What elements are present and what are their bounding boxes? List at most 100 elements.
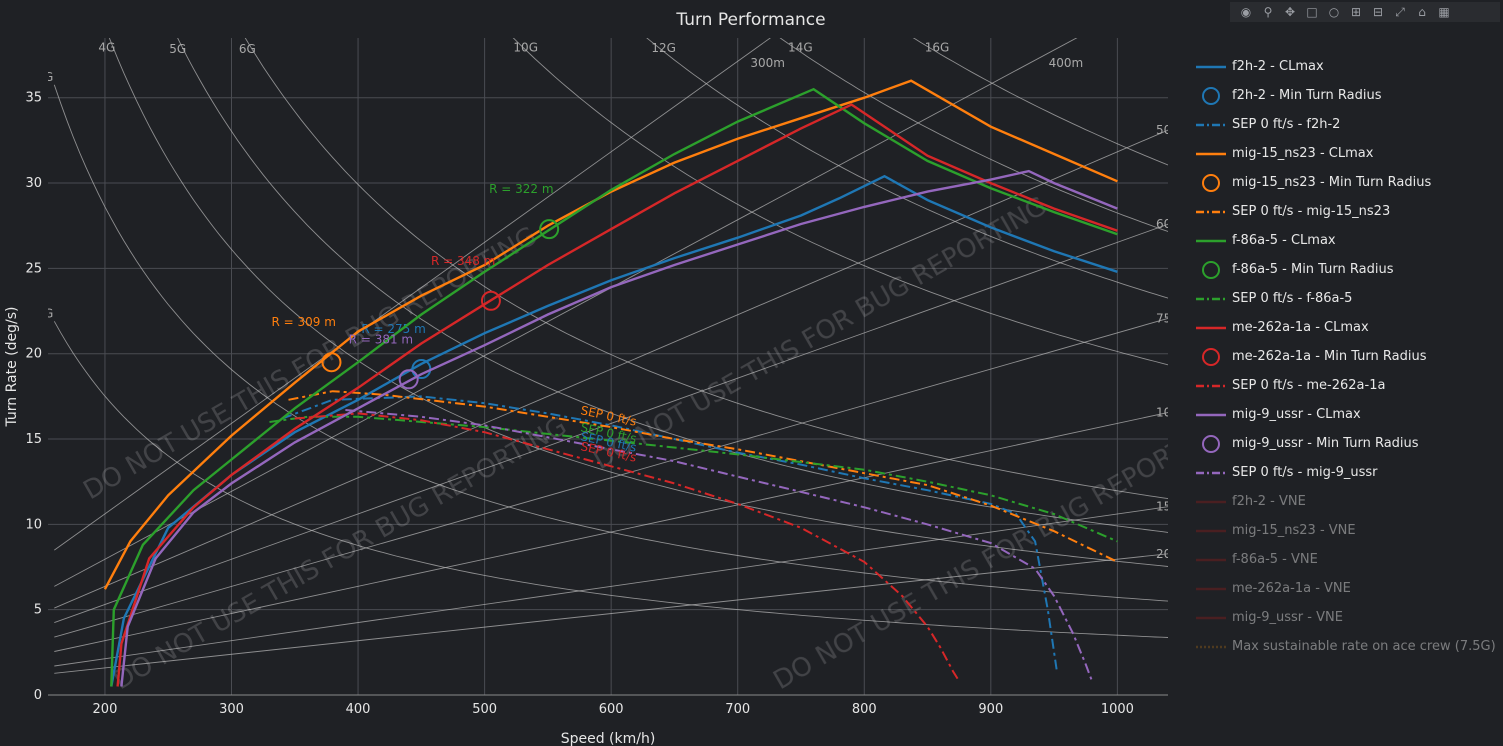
legend-item[interactable]: mig-9_ussr - VNE bbox=[1196, 603, 1496, 632]
legend-item[interactable]: f2h-2 - CLmax bbox=[1196, 52, 1496, 81]
legend-marker bbox=[1202, 434, 1220, 453]
legend-item[interactable]: f2h-2 - Min Turn Radius bbox=[1196, 81, 1496, 110]
legend-label: mig-15_ns23 - Min Turn Radius bbox=[1232, 175, 1432, 190]
clmax-line bbox=[120, 169, 1118, 687]
y-tick-label: 10 bbox=[25, 517, 42, 532]
legend-item[interactable]: f-86a-5 - Min Turn Radius bbox=[1196, 255, 1496, 284]
legend-item[interactable]: mig-15_ns23 - CLmax bbox=[1196, 139, 1496, 168]
legend-label: f-86a-5 - VNE bbox=[1232, 552, 1318, 567]
modebar: ◉ ⚲ ✥ □ ○ ⊞ ⊟ ⤢ ⌂ ▦ bbox=[1230, 2, 1500, 22]
watermark: DO NOT USE THIS FOR BUG REPORTING bbox=[589, 191, 1053, 476]
min-turn-radius-marker bbox=[480, 290, 501, 311]
legend-item[interactable]: mig-9_ussr - CLmax bbox=[1196, 400, 1496, 429]
legend-label: mig-9_ussr - CLmax bbox=[1232, 407, 1361, 422]
box-select-icon[interactable]: □ bbox=[1306, 5, 1318, 19]
zoom-out-icon[interactable]: ⊟ bbox=[1372, 5, 1384, 19]
y-tick-label: 5 bbox=[34, 603, 42, 618]
legend-symbol bbox=[1202, 173, 1220, 192]
legend-symbol bbox=[1196, 500, 1226, 503]
radius-label: 300m bbox=[750, 56, 785, 70]
g-load-line bbox=[177, 38, 1168, 533]
reset-axes-icon[interactable]: ⌂ bbox=[1418, 5, 1426, 19]
g-load-line bbox=[244, 38, 1168, 500]
x-tick-label: 800 bbox=[852, 702, 877, 717]
legend-label: mig-15_ns23 - CLmax bbox=[1232, 146, 1374, 161]
legend-symbol bbox=[1196, 152, 1226, 155]
legend-item[interactable]: Max sustainable rate on ace crew (7.5G) bbox=[1196, 632, 1496, 661]
y-axis-title: Turn Rate (deg/s) bbox=[4, 306, 20, 427]
camera-icon[interactable]: ◉ bbox=[1240, 5, 1252, 19]
y-tick-label: 15 bbox=[25, 432, 42, 447]
autoscale-icon[interactable]: ⤢ bbox=[1395, 5, 1405, 19]
legend-symbol bbox=[1196, 239, 1226, 242]
x-tick-label: 500 bbox=[472, 702, 497, 717]
radius-label: 1000m bbox=[1156, 406, 1198, 420]
legend-item[interactable]: SEP 0 ft/s - me-262a-1a bbox=[1196, 371, 1496, 400]
reference-lines: 2G 3G 4G 5G 6G 10G 12G 14G 16G 300m 400m 500m 600m 75… bbox=[36, 38, 1198, 674]
legend-symbol bbox=[1196, 587, 1226, 590]
x-tick-label: 1000 bbox=[1101, 702, 1134, 717]
min-turn-radius-marker bbox=[539, 219, 560, 240]
legend-item[interactable]: mig-9_ussr - Min Turn Radius bbox=[1196, 429, 1496, 458]
legend-symbol bbox=[1202, 86, 1220, 105]
legend-item[interactable]: SEP 0 ft/s - mig-9_ussr bbox=[1196, 458, 1496, 487]
radius-annotation: R = 381 m bbox=[349, 332, 413, 346]
radius-line bbox=[54, 317, 1168, 638]
radius-line bbox=[54, 553, 1168, 674]
legend-item[interactable]: me-262a-1a - Min Turn Radius bbox=[1196, 342, 1496, 371]
legend-item[interactable]: mig-15_ns23 - Min Turn Radius bbox=[1196, 168, 1496, 197]
x-tick-label: 600 bbox=[599, 702, 624, 717]
legend-label: me-262a-1a - Min Turn Radius bbox=[1232, 349, 1427, 364]
legend-label: f-86a-5 - Min Turn Radius bbox=[1232, 262, 1394, 277]
legend-symbol bbox=[1202, 347, 1220, 366]
legend-marker bbox=[1202, 260, 1220, 279]
g-load-label: 10G bbox=[513, 40, 538, 54]
g-load-label: 5G bbox=[169, 42, 186, 56]
pan-icon[interactable]: ✥ bbox=[1284, 5, 1296, 19]
g-load-label: 14G bbox=[788, 41, 813, 55]
legend-item[interactable]: me-262a-1a - CLmax bbox=[1196, 313, 1496, 342]
y-tick-label: 35 bbox=[25, 91, 42, 106]
lasso-icon[interactable]: ○ bbox=[1328, 5, 1340, 19]
clmax-line bbox=[110, 87, 1118, 687]
legend-item[interactable]: SEP 0 ft/s - f2h-2 bbox=[1196, 110, 1496, 139]
legend-item[interactable]: me-262a-1a - VNE bbox=[1196, 574, 1496, 603]
legend-symbol bbox=[1196, 413, 1226, 416]
legend-label: SEP 0 ft/s - f2h-2 bbox=[1232, 117, 1341, 132]
legend-item[interactable]: SEP 0 ft/s - f-86a-5 bbox=[1196, 284, 1496, 313]
g-load-label: 3G bbox=[36, 70, 53, 84]
radius-line bbox=[54, 38, 771, 551]
legend-symbol bbox=[1196, 471, 1226, 474]
legend-item[interactable]: mig-15_ns23 - VNE bbox=[1196, 516, 1496, 545]
plotly-logo-icon[interactable]: ▦ bbox=[1438, 5, 1450, 19]
g-load-line bbox=[512, 38, 1168, 366]
legend-symbol bbox=[1196, 384, 1226, 387]
legend-symbol bbox=[1196, 616, 1226, 619]
zoom-icon[interactable]: ⚲ bbox=[1263, 5, 1273, 19]
sep-line bbox=[281, 395, 1058, 670]
chart-title: Turn Performance bbox=[675, 10, 825, 30]
legend-symbol bbox=[1196, 65, 1226, 68]
legend-item[interactable]: SEP 0 ft/s - mig-15_ns23 bbox=[1196, 197, 1496, 226]
radius-line bbox=[54, 506, 1168, 667]
radius-line bbox=[54, 38, 1078, 587]
zoom-in-icon[interactable]: ⊞ bbox=[1350, 5, 1362, 19]
radius-line bbox=[54, 129, 1168, 609]
legend-label: f-86a-5 - CLmax bbox=[1232, 233, 1336, 248]
clmax-line bbox=[103, 79, 1118, 590]
legend-item[interactable]: f2h-2 - VNE bbox=[1196, 487, 1496, 516]
axes: 200 300 400 500 600 700 800 900 1000 0 5 10 15 20 25 30… bbox=[4, 10, 1168, 746]
x-tick-label: 400 bbox=[346, 702, 371, 717]
x-tick-label: 300 bbox=[219, 702, 244, 717]
y-tick-label: 20 bbox=[25, 347, 42, 362]
legend-item[interactable]: f-86a-5 - VNE bbox=[1196, 545, 1496, 574]
g-load-label: 4G bbox=[98, 40, 115, 54]
radius-annotation: R = 275 m bbox=[361, 322, 425, 336]
radius-label: 600m bbox=[1156, 217, 1191, 231]
legend-symbol bbox=[1196, 210, 1226, 213]
g-load-label: 2G bbox=[36, 306, 53, 320]
min-turn-radius-marker bbox=[398, 369, 419, 390]
legend-item[interactable]: f-86a-5 - CLmax bbox=[1196, 226, 1496, 255]
